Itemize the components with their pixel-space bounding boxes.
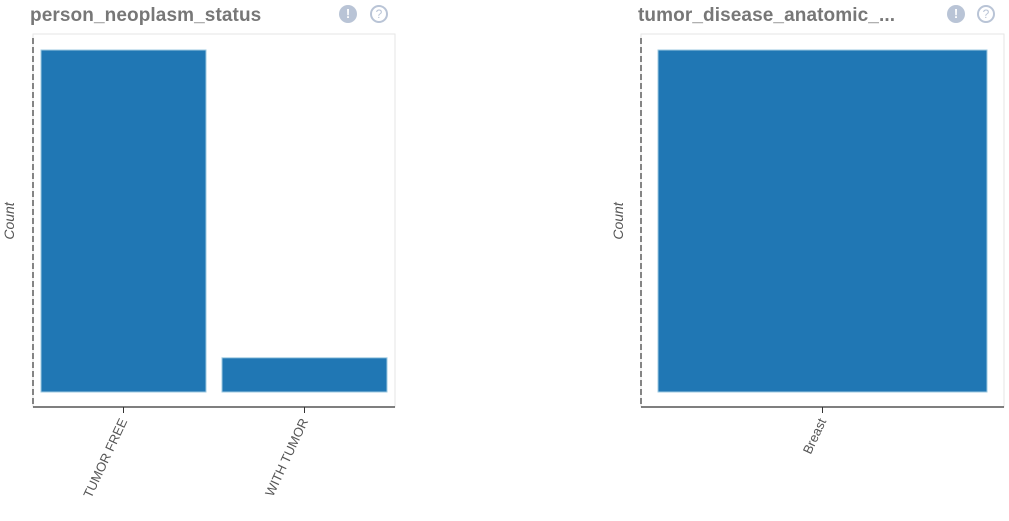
bar-breast[interactable] <box>657 49 988 393</box>
chart-panel-anatomic-site: tumor_disease_anatomic_... ! ? Count Brea… <box>605 0 1009 521</box>
x-tick-label: TUMOR FREE <box>80 416 130 501</box>
chart-title: tumor_disease_anatomic_... <box>638 5 896 26</box>
bar-tumor-free[interactable] <box>40 49 207 393</box>
bar-with-tumor[interactable] <box>221 357 388 393</box>
y-axis-label: Count <box>1 201 17 239</box>
chart-panel-neoplasm-status: person_neoplasm_status ! ? Count TUMOR FR… <box>0 0 400 521</box>
question-icon[interactable]: ? <box>370 5 388 23</box>
x-tick-label: Breast <box>800 416 830 457</box>
y-axis-label: Count <box>610 201 626 239</box>
bar-chart-anatomic-site: Count Breast <box>610 33 1005 457</box>
exclamation-icon[interactable]: ! <box>339 5 357 23</box>
exclamation-icon[interactable]: ! <box>947 5 965 23</box>
chart-title: person_neoplasm_status <box>30 5 262 26</box>
bar-chart-neoplasm-status: Count TUMOR FREE WITH TUMOR <box>1 33 396 501</box>
x-tick-label: WITH TUMOR <box>262 416 311 499</box>
question-icon[interactable]: ? <box>977 5 995 23</box>
